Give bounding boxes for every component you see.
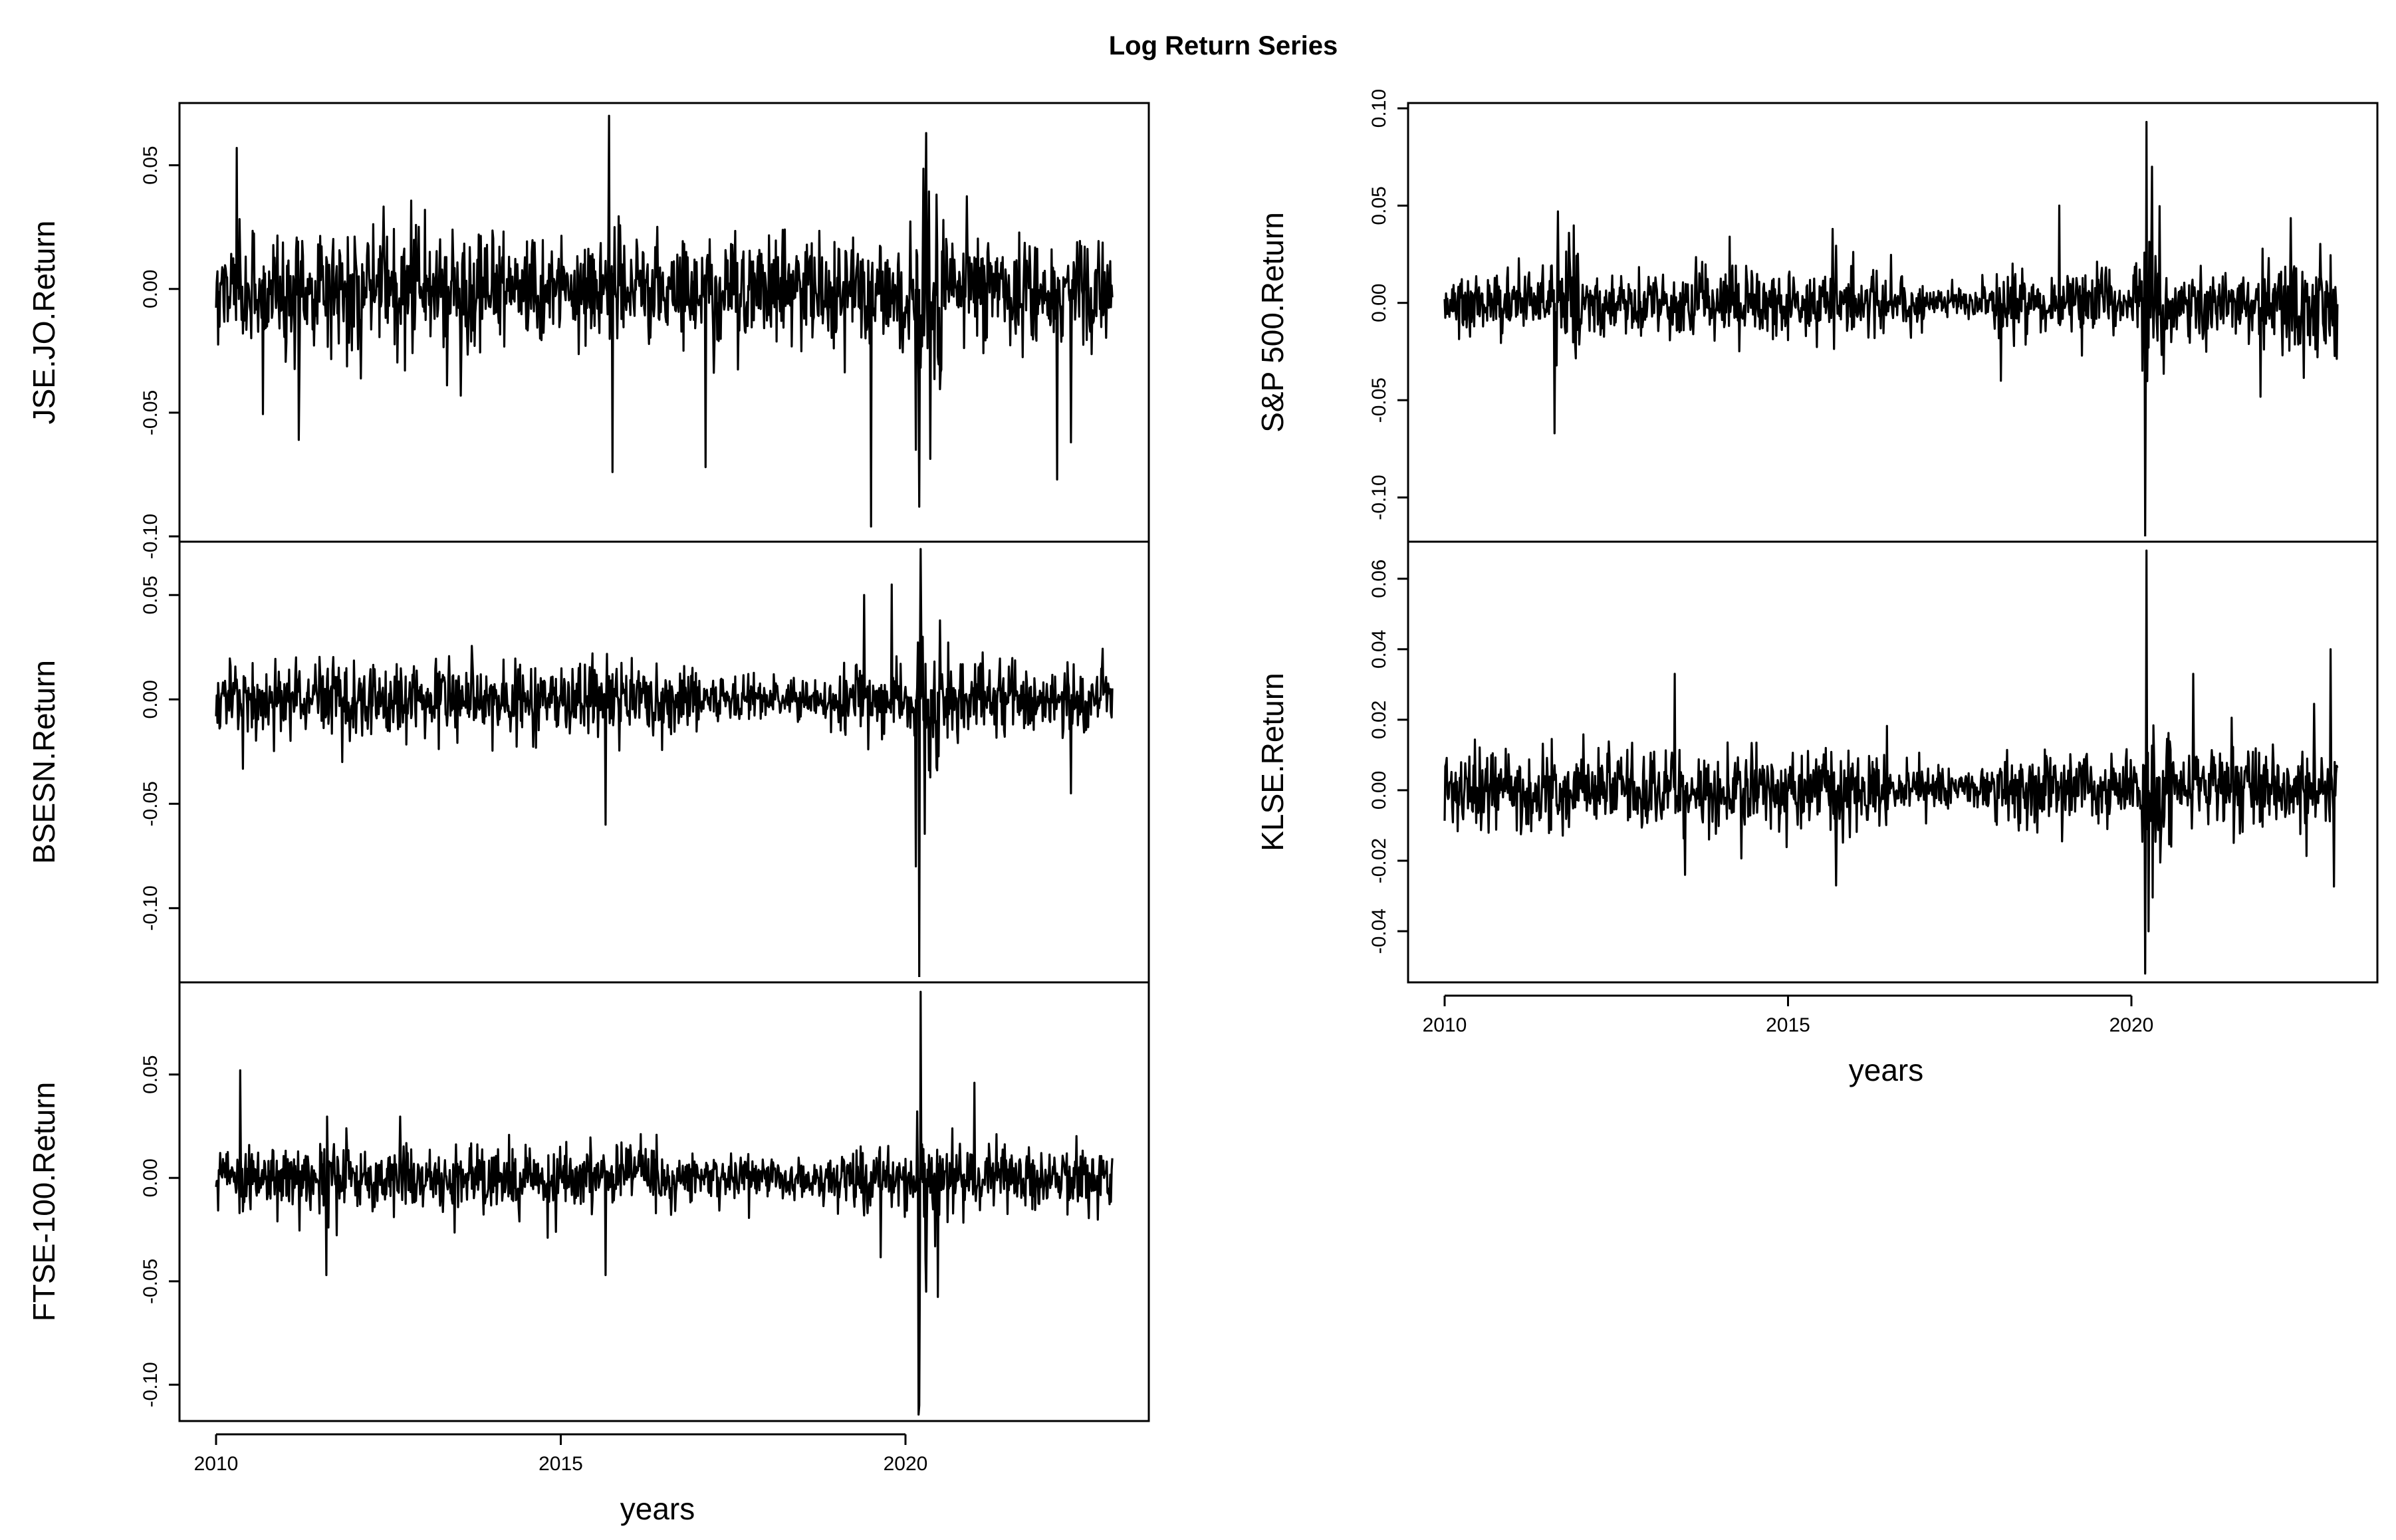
x-tick-label-ftse: 2015 [539,1453,583,1475]
y-tick-label-bsesn: -0.10 [140,885,162,931]
x-axis-label-klse: years [1849,1053,1923,1087]
y-tick-label-ftse: -0.05 [140,1259,162,1304]
y-tick-label-ftse: -0.10 [140,1362,162,1407]
y-axis-label-bsesn: BSESN.Return [27,660,61,864]
series-line-bsesn [215,548,1114,977]
y-axis-label-sp500: S&P 500.Return [1255,212,1290,433]
y-tick-label-klse: 0.00 [1368,771,1390,810]
y-tick-label-sp500: 0.05 [1368,186,1390,225]
y-tick-label-jse: -0.10 [140,514,162,559]
y-axis-label-jse: JSE.JO.Return [27,221,61,425]
y-tick-label-sp500: -0.10 [1368,475,1390,520]
y-tick-label-jse: 0.05 [140,146,162,184]
y-tick-label-ftse: 0.05 [140,1055,162,1093]
x-tick-label-ftse: 2020 [884,1453,928,1475]
y-tick-label-bsesn: -0.05 [140,781,162,826]
x-tick-label-ftse: 2010 [194,1453,239,1475]
y-tick-label-klse: 0.02 [1368,701,1390,739]
y-tick-label-sp500: 0.00 [1368,284,1390,322]
x-tick-label-klse: 2015 [1766,1014,1810,1036]
x-axis-label-ftse: years [620,1491,695,1526]
panel-bsesn: -0.10 -0.05 0.00 0.05 BSESN.Return [27,540,1150,984]
y-tick-label-sp500: -0.05 [1368,378,1390,423]
x-tick-label-klse: 2020 [2109,1014,2154,1036]
chart-title: Log Return Series [1109,31,1338,60]
panel-sp500: -0.10 -0.05 0.00 0.05 0.10 S&P 500.Return [1255,89,2379,543]
y-axis-label-ftse: FTSE-100.Return [27,1082,61,1321]
y-tick-label-klse: -0.04 [1368,909,1390,954]
y-tick-label-klse: 0.04 [1368,630,1390,669]
y-tick-label-klse: -0.02 [1368,838,1390,883]
y-tick-label-klse: 0.06 [1368,560,1390,598]
y-tick-label-bsesn: 0.05 [140,576,162,614]
panel-klse: -0.04 -0.02 0.00 0.02 0.04 0.06 KLSE.Return 201… [1255,540,2379,1087]
x-tick-label-klse: 2010 [1423,1014,1467,1036]
plot-frame-jse [178,102,1150,543]
panel-jse: -0.10 -0.05 0.00 0.05 JSE.JO.Return [27,102,1150,559]
y-tick-label-sp500: 0.10 [1368,89,1390,128]
series-line-klse [1443,549,2339,975]
y-tick-label-jse: -0.05 [140,390,162,435]
y-tick-label-ftse: 0.00 [140,1158,162,1197]
plot-frame-bsesn [178,540,1150,984]
y-tick-label-bsesn: 0.00 [140,680,162,718]
series-line-sp500 [1443,120,2339,536]
panel-ftse: -0.10 -0.05 0.00 0.05 FTSE-100.Return 2010 201… [27,981,1150,1526]
series-line-ftse [215,990,1114,1416]
y-axis-label-klse: KLSE.Return [1255,673,1290,851]
series-line-jse [215,114,1114,528]
y-tick-label-jse: 0.00 [140,270,162,308]
